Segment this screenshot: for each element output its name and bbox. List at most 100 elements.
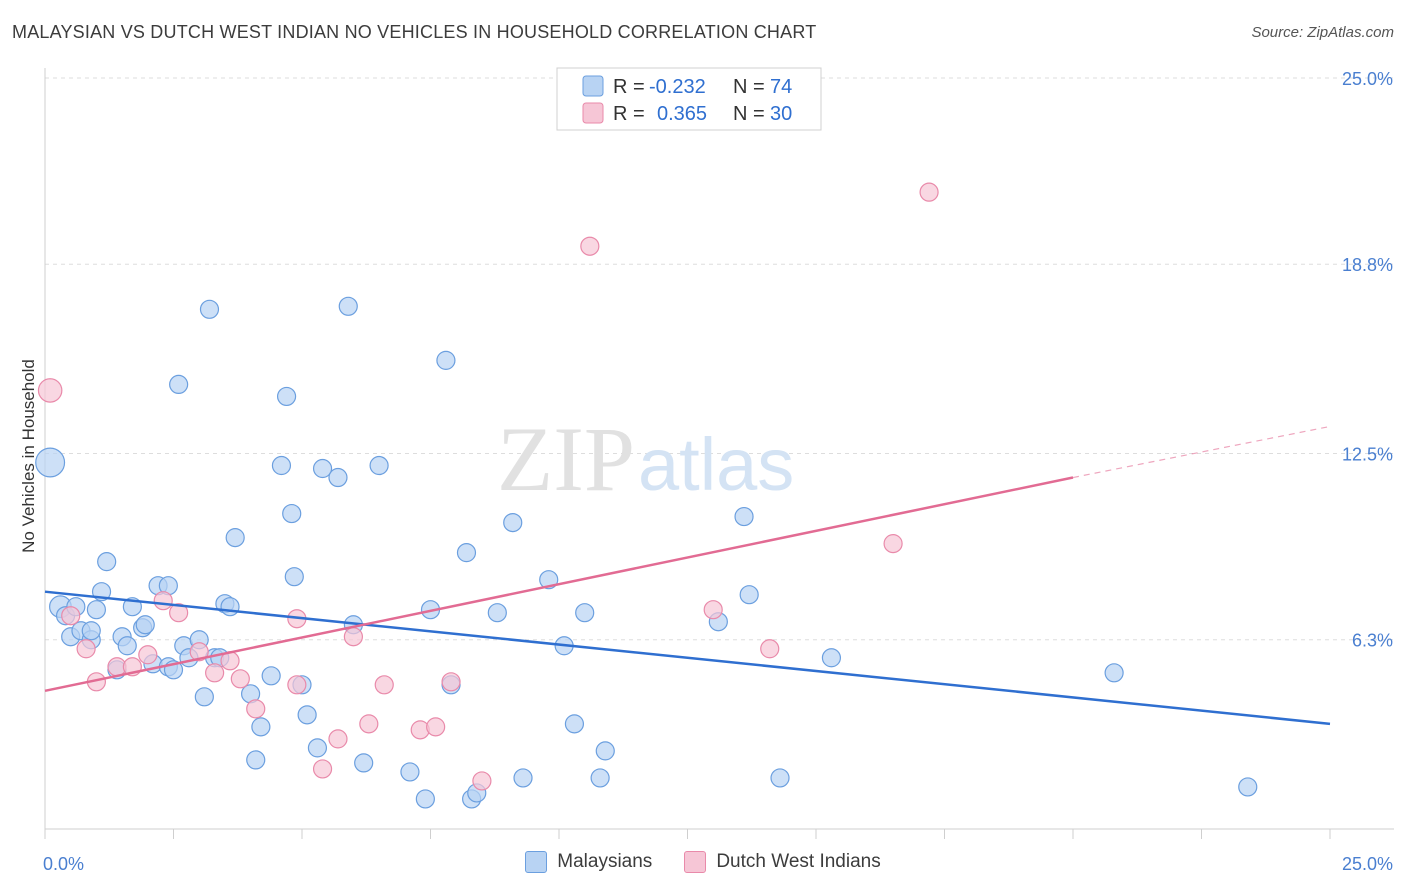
stats-r-value-2: 0.365	[657, 103, 707, 125]
malaysian-point-10	[97, 552, 117, 572]
legend-swatch-dutch-west-indians	[684, 851, 707, 873]
dutch-point-9	[189, 642, 209, 662]
dutch-point-22	[426, 717, 446, 737]
malaysian-point-22	[169, 374, 189, 395]
stats-n-label-2: N =	[733, 103, 765, 125]
x-tick-label-0: 0.0%	[43, 854, 84, 874]
legend-swatch-malaysians	[525, 851, 548, 873]
malaysian-point-55	[456, 543, 477, 563]
dutch-point-28	[883, 534, 903, 554]
series-malaysians	[35, 296, 1258, 809]
stats-n-value-2: 30	[770, 103, 792, 125]
dutch-point-12	[230, 669, 250, 689]
grid-lines	[45, 77, 1394, 641]
malaysian-point-70	[770, 768, 790, 788]
dutch-point-20	[374, 675, 394, 695]
malaysian-point-7	[81, 621, 101, 641]
dutch-point-8	[169, 603, 189, 623]
dutch-point-29	[919, 182, 939, 202]
malaysian-point-73	[1238, 777, 1258, 797]
malaysian-point-40	[284, 567, 304, 587]
stats-r-label-2: R =	[613, 103, 645, 125]
malaysian-point-68	[734, 506, 754, 527]
dutch-point-23	[441, 672, 461, 692]
malaysian-point-42	[297, 705, 317, 725]
dutch-point-18	[343, 627, 363, 647]
malaysian-point-36	[261, 666, 281, 686]
malaysian-point-72	[1104, 663, 1124, 683]
dutch-point-0	[37, 378, 63, 403]
stats-legend-swatch-dutch	[582, 102, 604, 124]
y-tick-label-3: 25.0%	[1342, 69, 1393, 89]
dutch-point-25	[580, 236, 600, 256]
malaysian-point-8	[86, 600, 107, 620]
malaysian-point-34	[246, 750, 266, 770]
dutch-point-26	[703, 600, 723, 620]
malaysian-point-39	[282, 503, 302, 524]
y-tick-label-2: 18.8%	[1342, 255, 1393, 275]
malaysian-point-31	[220, 597, 240, 617]
stats-legend: R = -0.232 N = 74 R = 0.365 N = 30	[556, 67, 822, 131]
trend-line-1	[44, 476, 1074, 693]
malaysian-point-66	[595, 741, 615, 761]
malaysian-point-35	[251, 717, 271, 737]
malaysian-point-45	[328, 467, 348, 488]
dutch-point-2	[76, 639, 96, 659]
tick-labels: 6.3% 12.5% 18.8% 25.0% 0.0% 25.0%	[43, 69, 1393, 874]
dutch-point-6	[138, 645, 158, 665]
watermark: ZIP atlas	[497, 408, 794, 510]
legend-label-malaysians: Malaysians	[557, 851, 653, 872]
malaysian-point-60	[513, 768, 533, 788]
malaysian-point-27	[199, 299, 220, 319]
malaysian-point-63	[564, 714, 585, 734]
malaysian-point-49	[369, 455, 389, 476]
stats-r-value-1: -0.232	[649, 76, 706, 98]
malaysian-point-69	[739, 585, 759, 605]
dutch-point-24	[472, 771, 492, 791]
stats-r-label-1: R =	[613, 76, 645, 98]
malaysian-point-65	[590, 768, 610, 788]
malaysian-point-13	[117, 636, 137, 656]
stats-n-label-1: N =	[733, 76, 765, 98]
trend-line-0	[44, 590, 1331, 726]
malaysian-point-43	[307, 738, 328, 758]
malaysian-point-50	[400, 762, 420, 782]
malaysian-point-58	[487, 603, 507, 623]
dutch-point-7	[153, 591, 173, 611]
chart-title: MALAYSIAN VS DUTCH WEST INDIAN NO VEHICL…	[12, 22, 817, 42]
watermark-atlas: atlas	[638, 423, 794, 506]
dutch-point-19	[359, 714, 379, 734]
bottom-legend: Malaysians Dutch West Indians	[0, 851, 1406, 873]
legend-label-dutch-west-indians: Dutch West Indians	[716, 851, 881, 872]
malaysian-point-51	[415, 789, 435, 809]
y-tick-label-0: 6.3%	[1352, 631, 1393, 651]
y-tick-label-1: 12.5%	[1342, 445, 1393, 465]
trend-lines	[44, 425, 1331, 726]
malaysian-point-16	[135, 615, 155, 635]
y-axis-label: No Vehicles in Household	[19, 359, 38, 553]
series-dutch-west-indians	[37, 182, 939, 791]
malaysian-point-32	[225, 528, 245, 548]
legend-item-malaysians[interactable]: Malaysians	[525, 851, 652, 873]
legend-item-dutch-west-indians[interactable]: Dutch West Indians	[684, 851, 881, 873]
malaysian-point-0	[35, 447, 66, 478]
malaysian-point-26	[194, 687, 214, 707]
malaysian-point-64	[575, 603, 595, 623]
watermark-zip: ZIP	[497, 408, 635, 510]
dutch-point-16	[312, 759, 333, 779]
trend-line-dashed-1	[1072, 425, 1331, 479]
dutch-point-10	[205, 663, 225, 683]
stats-legend-swatch-malaysians	[582, 75, 604, 97]
malaysian-point-46	[338, 296, 358, 316]
source-label: Source: ZipAtlas.com	[1251, 24, 1394, 41]
dutch-point-21	[410, 720, 430, 740]
malaysian-point-44	[312, 458, 333, 479]
malaysian-point-71	[821, 648, 842, 668]
dutch-point-27	[760, 639, 780, 659]
malaysian-point-48	[354, 753, 374, 773]
dutch-point-1	[61, 606, 81, 626]
malaysian-point-53	[436, 350, 456, 370]
stats-n-value-1: 74	[770, 76, 792, 98]
dutch-point-17	[328, 729, 348, 749]
